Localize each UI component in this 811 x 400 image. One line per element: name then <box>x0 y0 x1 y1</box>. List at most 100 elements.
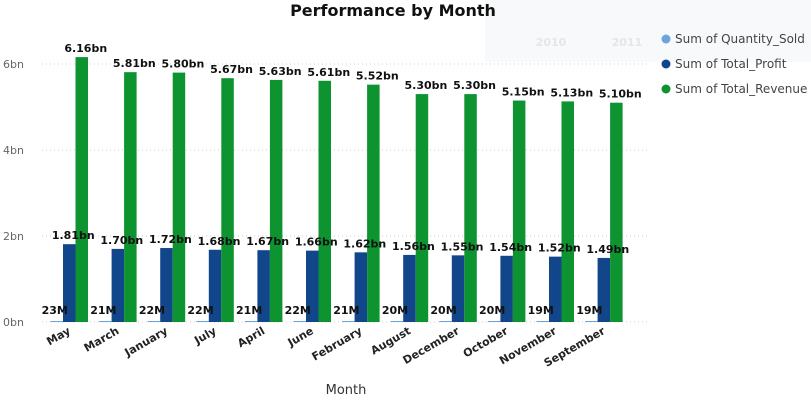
data-label-total-profit: 1.67bn <box>246 235 289 248</box>
bar-quantity-sold[interactable] <box>536 321 550 322</box>
bar-total-profit[interactable] <box>257 250 270 322</box>
bar-total-profit[interactable] <box>111 248 125 322</box>
data-label-quantity-sold: 21M <box>333 304 359 317</box>
bar-total-revenue[interactable] <box>367 84 380 322</box>
data-label-total-profit: 1.52bn <box>538 242 581 255</box>
bar-quantity-sold[interactable] <box>50 321 64 322</box>
legend-marker-total-profit <box>661 59 671 69</box>
bar-quantity-sold[interactable] <box>293 321 307 322</box>
legend-marker-total-revenue <box>661 84 671 94</box>
bar-quantity-sold[interactable] <box>585 321 598 322</box>
bar-total-revenue[interactable] <box>415 94 429 322</box>
data-label-quantity-sold: 20M <box>382 304 408 317</box>
legend-marker-quantity-sold <box>661 34 671 44</box>
y-tick-label: 2bn <box>3 230 24 243</box>
bar-quantity-sold[interactable] <box>147 321 161 322</box>
bar-total-profit[interactable] <box>208 249 222 322</box>
bar-quantity-sold[interactable] <box>196 321 209 322</box>
bar-total-profit[interactable] <box>403 254 416 322</box>
bar-quantity-sold[interactable] <box>342 321 355 322</box>
bar-total-profit[interactable] <box>500 255 513 322</box>
bar-quantity-sold[interactable] <box>487 321 501 322</box>
bar-quantity-sold[interactable] <box>390 321 404 322</box>
y-tick-label: 6bn <box>3 58 24 71</box>
data-label-total-profit: 1.54bn <box>489 241 532 254</box>
background-panel <box>485 0 811 62</box>
bar-total-revenue[interactable] <box>512 100 526 322</box>
data-label-total-revenue: 5.13bn <box>550 86 593 99</box>
bar-total-profit[interactable] <box>354 252 368 322</box>
bar-total-revenue[interactable] <box>610 102 623 322</box>
data-label-total-revenue: 5.30bn <box>453 79 496 92</box>
data-label-total-revenue: 5.15bn <box>502 86 545 99</box>
bar-total-revenue[interactable] <box>172 72 186 322</box>
data-label-quantity-sold: 19M <box>576 304 602 317</box>
data-label-total-revenue: 5.67bn <box>210 63 253 76</box>
legend: Sum of Quantity_Sold Sum of Total_Profit S… <box>661 32 807 96</box>
data-labels: 23M 1.81bn 6.16bn 21M 1.70bn 5.81bn 22M 1.72bn 5… <box>42 42 642 317</box>
legend-label-total-revenue[interactable]: Sum of Total_Revenue <box>675 82 807 96</box>
data-label-total-profit: 1.66bn <box>295 236 338 249</box>
data-label-total-revenue: 5.61bn <box>307 66 350 79</box>
bar-total-revenue[interactable] <box>269 79 283 322</box>
bar-total-revenue[interactable] <box>124 72 137 322</box>
data-label-total-profit: 1.49bn <box>586 243 629 256</box>
data-label-total-profit: 1.62bn <box>343 237 386 250</box>
background-year-2: 2011 <box>612 36 643 49</box>
y-tick-label: 4bn <box>3 144 24 157</box>
data-label-quantity-sold: 22M <box>139 304 165 317</box>
data-label-total-revenue: 5.81bn <box>113 57 156 70</box>
x-tick-label: April <box>235 324 267 350</box>
bar-total-profit[interactable] <box>451 255 465 322</box>
data-label-total-profit: 1.70bn <box>100 234 143 247</box>
data-label-total-profit: 1.55bn <box>441 240 484 253</box>
data-label-quantity-sold: 21M <box>90 304 116 317</box>
data-label-quantity-sold: 21M <box>236 304 262 317</box>
data-label-total-profit: 1.81bn <box>52 229 95 242</box>
bar-quantity-sold[interactable] <box>99 321 112 322</box>
data-label-total-profit: 1.72bn <box>149 233 192 246</box>
data-label-total-revenue: 5.63bn <box>259 65 302 78</box>
data-label-quantity-sold: 19M <box>528 304 554 317</box>
bar-total-profit[interactable] <box>160 248 173 322</box>
data-label-total-revenue: 5.80bn <box>162 58 205 71</box>
data-label-total-revenue: 5.52bn <box>356 70 399 83</box>
chart-title: Performance by Month <box>290 1 496 20</box>
y-tick-label: 0bn <box>3 316 24 329</box>
bar-total-profit[interactable] <box>306 250 319 322</box>
legend-label-total-profit[interactable]: Sum of Total_Profit <box>675 57 787 71</box>
data-label-total-revenue: 5.30bn <box>405 79 448 92</box>
x-tick-label: June <box>285 324 316 349</box>
bar-total-revenue[interactable] <box>221 78 234 322</box>
y-axis-ticks: 0bn 2bn 4bn 6bn <box>3 58 24 329</box>
bars <box>50 57 623 323</box>
data-label-quantity-sold: 20M <box>479 304 505 317</box>
bar-quantity-sold[interactable] <box>439 321 452 322</box>
data-label-quantity-sold: 23M <box>42 304 68 317</box>
bar-total-revenue[interactable] <box>464 94 477 322</box>
data-label-total-profit: 1.68bn <box>198 235 241 248</box>
x-tick-label: May <box>44 324 72 348</box>
bar-total-profit[interactable] <box>63 244 76 322</box>
bar-total-revenue[interactable] <box>75 57 89 323</box>
bar-total-profit[interactable] <box>597 257 611 322</box>
data-label-quantity-sold: 22M <box>187 304 213 317</box>
data-label-quantity-sold: 22M <box>285 304 311 317</box>
x-tick-label: July <box>191 324 218 347</box>
bar-total-profit[interactable] <box>549 256 562 322</box>
data-label-total-revenue: 6.16bn <box>64 42 107 55</box>
background-year-1: 2010 <box>536 36 567 49</box>
legend-label-quantity-sold[interactable]: Sum of Quantity_Sold <box>675 32 805 46</box>
x-axis-title: Month <box>326 383 367 398</box>
x-tick-label: January <box>122 324 170 359</box>
bar-total-revenue[interactable] <box>318 80 332 323</box>
bar-total-revenue[interactable] <box>561 101 575 322</box>
data-label-total-revenue: 5.10bn <box>599 88 642 101</box>
bar-quantity-sold[interactable] <box>244 321 258 322</box>
x-tick-label: March <box>82 324 122 354</box>
data-label-quantity-sold: 20M <box>430 304 456 317</box>
x-tick-label: February <box>310 324 365 363</box>
data-label-total-profit: 1.56bn <box>392 240 435 253</box>
